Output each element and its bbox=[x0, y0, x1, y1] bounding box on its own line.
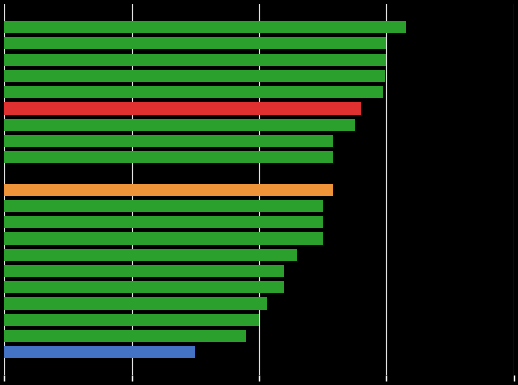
Bar bbox=[4, 346, 195, 358]
Bar bbox=[4, 70, 385, 82]
Bar bbox=[4, 200, 323, 212]
Bar bbox=[4, 102, 361, 114]
Bar bbox=[4, 151, 333, 163]
Bar bbox=[4, 281, 284, 293]
Bar bbox=[4, 298, 267, 310]
Bar bbox=[4, 184, 333, 196]
Bar bbox=[4, 54, 386, 66]
Bar bbox=[4, 37, 386, 50]
Bar bbox=[4, 86, 383, 98]
Bar bbox=[4, 265, 284, 277]
Bar bbox=[4, 21, 406, 33]
Bar bbox=[4, 216, 323, 228]
Bar bbox=[4, 233, 323, 244]
Bar bbox=[4, 314, 259, 326]
Bar bbox=[4, 119, 354, 131]
Bar bbox=[4, 330, 246, 342]
Bar bbox=[4, 249, 297, 261]
Bar bbox=[4, 135, 333, 147]
